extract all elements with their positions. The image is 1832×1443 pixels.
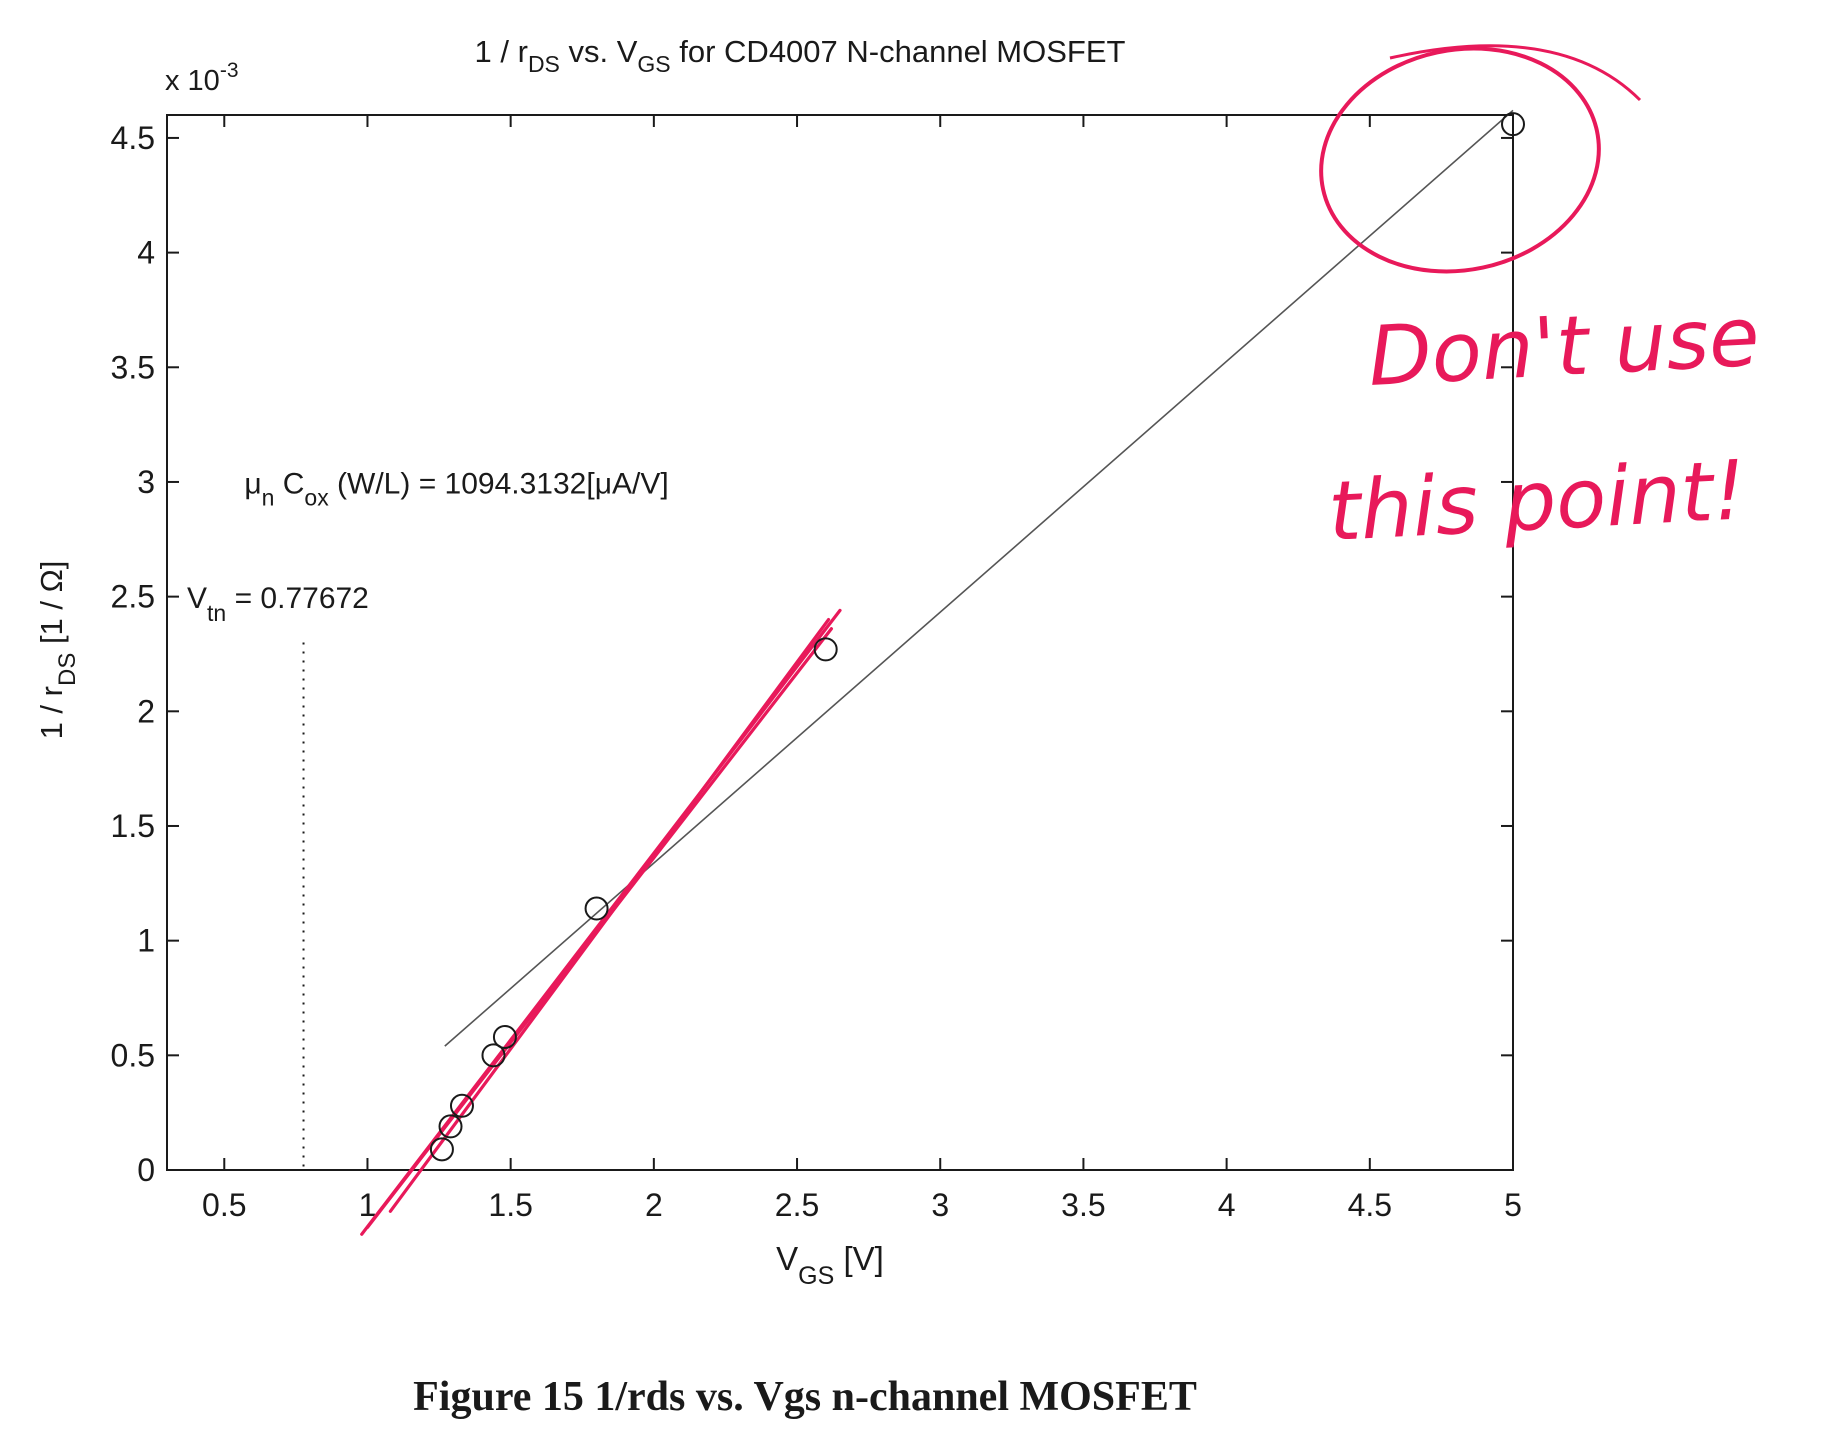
x-tick-label: 1.5: [488, 1187, 532, 1223]
y-tick-label: 3.5: [111, 349, 155, 385]
x-axis-label: VGS [V]: [776, 1240, 884, 1290]
chart-title: 1 / rDS vs. VGS for CD4007 N-channel MOS…: [475, 34, 1126, 77]
data-point: [481, 1043, 506, 1068]
figure-caption: Figure 15 1/rds vs. Vgs n-channel MOSFET: [413, 1374, 1197, 1420]
y-axis-label: 1 / rDS [1 / Ω]: [34, 561, 81, 740]
handwritten-note-line2: this point!: [1326, 443, 1748, 560]
data-point: [492, 1024, 517, 1049]
y-tick-label: 0.5: [111, 1037, 155, 1073]
pen-line: [365, 627, 834, 1229]
y-tick-label: 0: [137, 1152, 155, 1188]
axis-ticks: [167, 115, 1514, 1171]
x-tick-label: 3: [931, 1187, 949, 1223]
x-tick-label: 4.5: [1348, 1187, 1392, 1223]
vtn-annotation: Vtn = 0.77672: [187, 582, 369, 626]
x-tick-label: 1: [359, 1187, 377, 1223]
plot-area: [166, 114, 1514, 1171]
y-tick-label: 1: [137, 923, 155, 959]
x-tick-label: 4: [1218, 1187, 1236, 1223]
mu-cox-annotation: μn Cox (W/L) = 1094.3132[μA/V]: [244, 467, 668, 510]
fit-line: [444, 109, 1514, 1047]
data-point: [1501, 112, 1525, 137]
x-tick-label: 2: [645, 1187, 663, 1223]
data-points: [429, 112, 1525, 1162]
y-axis-multiplier: x 10-3: [165, 59, 239, 97]
x-tick-label: 0.5: [202, 1187, 246, 1223]
handwritten-circle-tail: [1389, 44, 1642, 102]
y-tick-label: 2: [137, 693, 155, 729]
y-tick-label: 4.5: [111, 120, 155, 156]
data-point: [813, 637, 838, 662]
data-point: [438, 1114, 463, 1139]
data-point: [449, 1093, 474, 1118]
y-tick-label: 3: [137, 464, 155, 500]
data-point: [429, 1137, 454, 1162]
handwritten-note-line1: Don't use: [1366, 290, 1762, 405]
x-tick-label: 2.5: [775, 1187, 819, 1223]
data-point: [584, 896, 609, 921]
y-tick-label: 4: [137, 235, 155, 271]
x-tick-labels: 0.5 1 1.5 2 2.5 3 3.5 4 4.5 5: [202, 1187, 1522, 1223]
y-tick-labels: 0 0.5 1 1.5 2 2.5 3 3.5 4 4.5: [111, 120, 155, 1188]
handwritten-circle: [1319, 46, 1601, 274]
x-tick-label: 5: [1504, 1187, 1522, 1223]
y-tick-label: 2.5: [111, 579, 155, 615]
x-tick-label: 3.5: [1061, 1187, 1105, 1223]
y-tick-label: 1.5: [111, 808, 155, 844]
handwritten-fit-lines: [360, 608, 842, 1236]
